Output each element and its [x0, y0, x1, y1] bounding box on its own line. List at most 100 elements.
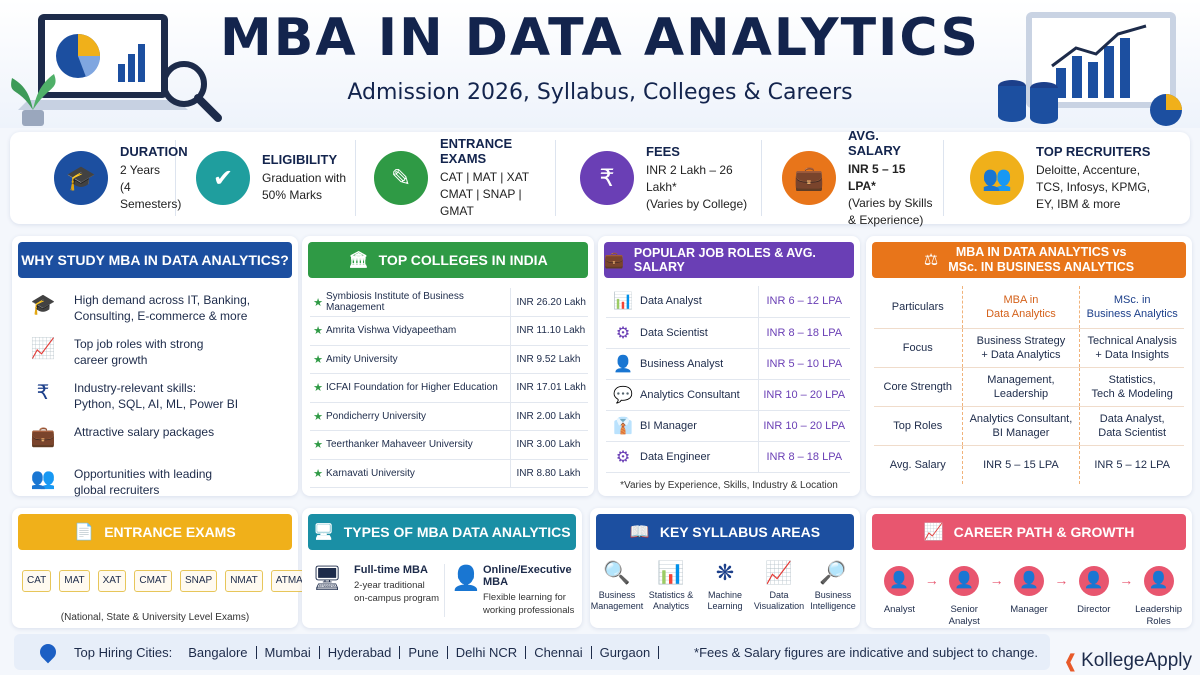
- comparison-panel: ⚖ MBA IN DATA ANALYTICS vs MSc. IN BUSINE…: [866, 236, 1192, 496]
- person-icon: 👤: [1143, 566, 1174, 596]
- exam-badge: SNAP: [179, 570, 218, 592]
- stat-label: ENTRANCE EXAMS: [440, 136, 513, 166]
- table-cell: Business Strategy + Data Analytics: [961, 328, 1081, 368]
- list-item: 📈 Top job roles with strong career growth: [26, 336, 288, 368]
- job-roles-title: POPULAR JOB ROLES & AVG. SALARY: [633, 246, 816, 274]
- location-pin-icon: [36, 640, 60, 664]
- table-cell: Management, Leadership: [961, 367, 1081, 407]
- table-row: ★ ICFAI Foundation for Higher Education IN…: [310, 373, 588, 403]
- career-step-label: Leadership Roles: [1135, 604, 1183, 627]
- exam-note: (National, State & University Level Exam…: [60, 612, 250, 623]
- exam-sheet-icon: ✎: [374, 151, 428, 205]
- job-salary: INR 8 – 18 LPA: [757, 441, 850, 473]
- why-study-title: WHY STUDY MBA IN DATA ANALYTICS?: [21, 252, 289, 268]
- list-item-text: High demand across IT, Banking, Consulti…: [74, 293, 251, 323]
- person-icon: 👤: [949, 566, 980, 596]
- clipboard-check-icon: ✔: [196, 151, 250, 205]
- arrow-right-icon: →: [1119, 572, 1134, 588]
- stat-avg-salary: 💼 AVG. SALARY INR 5 – 15 LPA* (Varies by S…: [762, 128, 944, 227]
- why-study-panel: WHY STUDY MBA IN DATA ANALYTICS? 🎓 High d…: [12, 236, 298, 497]
- type-online: 👤 Online/Executive MBA Flexible learning …: [444, 564, 582, 617]
- stat-label: ELIGIBILITY: [262, 152, 338, 167]
- city: Chennai: [526, 645, 592, 659]
- comparison-title: MBA IN DATA ANALYTICS vs MSc. IN BUSINES…: [948, 245, 1135, 274]
- career-steps: 👤 Analyst → 👤 Senior Analyst → 👤 Manager → …: [874, 566, 1184, 628]
- city: Delhi NCR: [448, 645, 527, 659]
- table-row: ★ Teerthanker Mahaveer University INR 3.00…: [310, 430, 588, 460]
- key-stats-strip: 🎓 DURATION 2 Years (4 Semesters) ✔ ELIGIB…: [10, 128, 1190, 227]
- engineer-icon: ⚙: [606, 441, 640, 473]
- syllabus-header: 📖 KEY SYLLABUS AREAS: [596, 514, 854, 550]
- career-path-header: 📈 CAREER PATH & GROWTH: [872, 514, 1186, 550]
- job-role: BI Manager: [640, 410, 758, 442]
- job-role: Data Scientist: [640, 317, 758, 349]
- table-cell: Avg. Salary: [889, 458, 946, 471]
- college-fee: INR 2.00 Lakh: [509, 402, 588, 431]
- exam-sheet-icon: 📄: [74, 524, 95, 541]
- job-role: Business Analyst: [640, 348, 758, 380]
- star-icon: ★: [310, 402, 326, 431]
- job-salary: INR 6 – 12 LPA: [757, 286, 850, 318]
- job-role: Data Engineer: [640, 441, 758, 473]
- exam-badge: XAT: [97, 570, 127, 592]
- college-fee: INR 11.10 Lakh: [509, 316, 588, 346]
- monitor-icon: 🖥: [312, 565, 343, 592]
- table-row: ⚙ Data Scientist INR 8 – 18 LPA: [606, 317, 850, 349]
- type-label: Online/Executive MBA: [483, 564, 572, 588]
- syllabus-panel: 📖 KEY SYLLABUS AREAS 🔍 Business Management…: [590, 508, 860, 628]
- money-bag-icon: ₹: [580, 151, 634, 205]
- star-icon: ★: [310, 430, 326, 460]
- table-cell: Top Roles: [874, 406, 962, 446]
- brand-logo: ❰ KollegeApply: [1063, 650, 1192, 672]
- types-title: TYPES OF MBA DATA ANALYTICS: [343, 524, 571, 540]
- star-icon: ★: [310, 288, 326, 317]
- job-salary: INR 10 – 20 LPA: [757, 379, 850, 411]
- exam-badge: ATMA: [270, 570, 308, 592]
- college-name: Amity University: [326, 345, 510, 374]
- intelligence-icon: 🔎: [819, 560, 847, 585]
- list-item: 💼 Attractive salary packages: [26, 424, 288, 454]
- hiring-cities-label: Top Hiring Cities:: [74, 644, 173, 660]
- syllabus-item: ❋ Machine Learning: [698, 560, 752, 612]
- stat-entrance-exams: ✎ ENTRANCE EXAMS CAT | MAT | XAT CMAT | S…: [356, 136, 556, 218]
- table-cell: INR 5 – 12 LPA: [1094, 458, 1170, 471]
- top-colleges-header: 🏛 TOP COLLEGES IN INDIA: [308, 242, 588, 278]
- star-icon: ★: [310, 373, 326, 403]
- dashboard-database-illustration-icon: [998, 12, 1182, 126]
- table-cell: Focus: [874, 328, 962, 368]
- entrance-exams-panel: 📄 ENTRANCE EXAMS CAT MAT XAT CMAT SNAP NM…: [12, 508, 308, 628]
- table-row: ★ Karnavati University INR 8.80 Lakh: [310, 459, 588, 488]
- footer-bar: Top Hiring Cities: Bangalore Mumbai Hyde…: [14, 634, 1050, 670]
- career-step: 👤 Leadership Roles: [1133, 566, 1184, 628]
- person-icon: 👤: [1078, 566, 1109, 596]
- column-header: Particulars: [874, 286, 962, 329]
- header: MBA IN DATA ANALYTICS Admission 2026, Sy…: [0, 0, 1200, 128]
- stat-eligibility: ✔ ELIGIBILITY Graduation with 50% Marks: [176, 140, 356, 216]
- table-row: ★ Amrita Vishwa Vidyapeetham INR 11.10 Lak…: [310, 316, 588, 346]
- college-name: Amrita Vishwa Vidyapeetham: [326, 316, 510, 346]
- syllabus-label: Business Intelligence: [810, 590, 856, 611]
- star-icon: ★: [310, 459, 326, 488]
- syllabus-item: 🔎 Business Intelligence: [806, 560, 860, 612]
- person-icon: 👤: [1013, 566, 1044, 596]
- table-header-row: Particulars MBA in Data Analytics MSc. i…: [874, 286, 1184, 329]
- bar-chart-icon: 📊: [606, 286, 640, 318]
- career-step: 👤 Analyst: [874, 566, 925, 616]
- type-desc: Flexible learning for working profession…: [483, 592, 575, 616]
- syllabus-list: 🔍 Business Management 📊 Statistics & Analy…: [590, 560, 860, 612]
- table-row: Top Roles Analytics Consultant, BI Manag…: [874, 406, 1184, 446]
- people-icon: 👥: [30, 468, 56, 490]
- star-icon: ★: [310, 316, 326, 346]
- type-desc: 2-year traditional on-campus program: [354, 580, 440, 604]
- career-step-label: Director: [1077, 604, 1111, 615]
- monitor-icon: 🖥: [313, 524, 334, 541]
- growth-chart-icon: 📈: [923, 524, 944, 541]
- college-name: ICFAI Foundation for Higher Education: [326, 373, 510, 403]
- city: Hyderabad: [320, 645, 401, 659]
- stat-text: 2 Years (4 Semesters): [120, 162, 182, 211]
- table-row: ⚙ Data Engineer INR 8 – 18 LPA: [606, 441, 850, 473]
- colleges-table: ★ Symbiosis Institute of Business Managem…: [310, 288, 588, 488]
- balance-scale-icon: ⚖: [923, 252, 939, 269]
- job-roles-panel: 💼 POPULAR JOB ROLES & AVG. SALARY 📊 Data A…: [598, 236, 860, 496]
- analyst-icon: 👤: [606, 348, 640, 380]
